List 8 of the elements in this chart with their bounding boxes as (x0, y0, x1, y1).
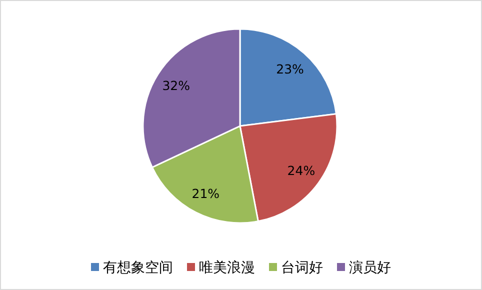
data-label: 24% (287, 162, 316, 178)
legend-label: 演员好 (349, 260, 391, 276)
data-label: 23% (276, 62, 304, 77)
data-label: 32% (162, 78, 190, 93)
data-label: 21% (192, 186, 220, 201)
legend-label: 台词好 (281, 260, 323, 276)
legend-label: 唯美浪漫 (199, 260, 255, 276)
legend-label: 有想象空间 (103, 260, 173, 276)
